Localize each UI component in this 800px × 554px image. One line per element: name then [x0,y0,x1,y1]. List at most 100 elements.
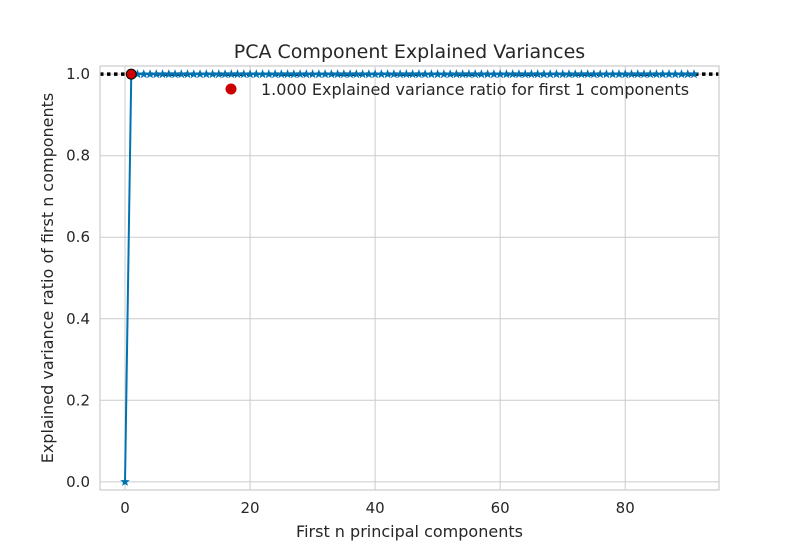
data-point-marker [182,69,193,79]
data-point-marker [620,69,630,79]
data-point-marker [564,69,574,79]
data-point-marker [689,69,699,79]
data-point-marker [239,69,249,79]
data-point-marker [245,69,255,79]
data-point-marker [682,69,693,79]
data-point-marker [139,69,149,79]
data-point-marker [570,69,580,79]
data-point-marker [670,69,680,79]
data-point-marker [407,69,418,79]
data-point-marker [145,69,155,79]
data-point-marker [520,69,530,79]
y-axis-label: Explained variance ratio of first n comp… [38,93,57,464]
data-point-marker [157,69,168,79]
data-point-marker [514,69,524,79]
data-point-marker [257,69,268,79]
highlight-layer [125,68,137,80]
data-point-marker [151,69,162,79]
data-point-marker [326,69,337,79]
data-point-marker [132,69,143,79]
data-point-marker [339,69,349,79]
data-point-marker [639,69,649,79]
data-point-marker [189,69,199,79]
data-point-marker [551,69,562,79]
data-point-marker [439,69,449,79]
x-tick-label: 80 [616,499,635,517]
x-axis-label: First n principal components [296,522,523,541]
data-point-marker [207,69,218,79]
data-point-marker [645,69,655,79]
data-point-marker [301,69,312,79]
data-point-marker [401,69,412,79]
data-point-marker [470,69,480,79]
data-point-marker [489,69,499,79]
data-point-marker [432,69,443,79]
y-tick-label: 0.6 [66,228,90,246]
data-point-marker [632,69,643,79]
legend: 1.000 Explained variance ratio for first… [225,80,689,99]
data-point-marker [357,69,368,79]
data-point-marker [451,69,462,79]
data-point-marker [664,69,674,79]
data-point-marker [457,69,468,79]
data-point-marker [657,69,668,79]
legend-marker [225,83,237,95]
data-point-marker [195,69,205,79]
data-point-marker [607,69,618,79]
data-point-marker [532,69,543,79]
data-point-marker [376,69,387,79]
x-tick-label: 0 [120,499,130,517]
data-point-marker [601,69,612,79]
x-tick-label: 40 [366,499,385,517]
data-point-marker [370,69,380,79]
y-tick-label: 0.8 [66,147,90,165]
y-tick-label: 0.4 [66,310,90,328]
data-point-marker [276,69,287,79]
legend-label: 1.000 Explained variance ratio for first… [261,80,689,99]
data-point-marker [295,69,305,79]
y-tick-label: 0.0 [66,473,90,491]
data-point-marker [282,69,293,79]
data-point-marker [414,69,424,79]
data-point-marker [389,69,399,79]
data-point-marker [170,69,180,79]
data-point-marker [320,69,330,79]
data-point-marker [351,69,362,79]
y-tick-label: 0.2 [66,391,90,409]
data-point-marker [614,69,624,79]
data-point-marker [526,69,537,79]
data-point-marker [345,69,355,79]
plot-frame [99,65,720,491]
data-point-marker [426,69,437,79]
data-point-marker [476,69,487,79]
data-point-marker [214,69,224,79]
data-point-marker [289,69,299,79]
data-point-marker [464,69,474,79]
data-point-marker [232,69,243,79]
data-point-marker [382,69,393,79]
highlight-point [125,68,137,80]
data-point-marker [251,69,262,79]
y-tick-label: 1.0 [66,65,90,83]
data-point-marker [626,69,637,79]
data-point-marker [589,69,599,79]
data-point-marker [582,69,593,79]
data-point-marker [395,69,405,79]
data-point-marker [501,69,512,79]
data-point-marker [220,69,230,79]
data-point-marker [164,69,174,79]
data-point-marker [482,69,493,79]
series-layer [120,69,699,486]
x-tick-label: 20 [241,499,260,517]
data-point-marker [307,69,318,79]
data-point-marker [576,69,587,79]
data-point-marker [595,69,605,79]
data-point-marker [420,69,430,79]
grid [100,66,719,490]
chart-title: PCA Component Explained Variances [234,41,585,63]
data-point-marker [332,69,343,79]
data-point-marker [445,69,455,79]
data-point-marker [539,69,549,79]
